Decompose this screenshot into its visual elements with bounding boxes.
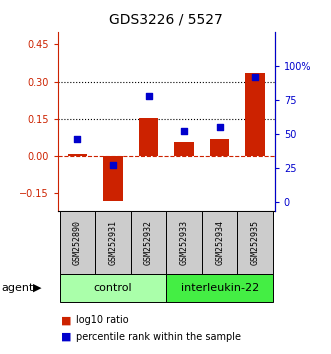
Text: GSM252890: GSM252890 [73,220,82,265]
Bar [68,154,87,156]
Bar [210,139,229,156]
Point [110,162,116,168]
Bar [131,211,166,274]
Text: GSM252931: GSM252931 [109,220,118,265]
Bar [60,211,95,274]
Text: GSM252933: GSM252933 [180,220,189,265]
Bar [103,156,123,201]
Bar [139,118,158,156]
Point [75,137,80,142]
Text: ▶: ▶ [33,283,42,293]
Point [253,74,258,80]
Point [181,129,187,134]
Bar [237,211,273,274]
Bar [60,274,166,302]
Text: log10 ratio: log10 ratio [76,315,129,325]
Bar [166,274,273,302]
Bar [95,211,131,274]
Point [217,124,222,130]
Bar [202,211,237,274]
Text: GSM252932: GSM252932 [144,220,153,265]
Text: ■: ■ [61,315,72,325]
Text: control: control [94,283,132,293]
Text: interleukin-22: interleukin-22 [180,283,259,293]
Text: percentile rank within the sample: percentile rank within the sample [76,332,241,342]
Bar [166,211,202,274]
Bar [174,142,194,156]
Bar [245,73,265,156]
Text: GDS3226 / 5527: GDS3226 / 5527 [109,12,222,27]
Point [146,93,151,99]
Text: GSM252935: GSM252935 [251,220,260,265]
Text: agent: agent [2,283,34,293]
Text: GSM252934: GSM252934 [215,220,224,265]
Text: ■: ■ [61,332,72,342]
